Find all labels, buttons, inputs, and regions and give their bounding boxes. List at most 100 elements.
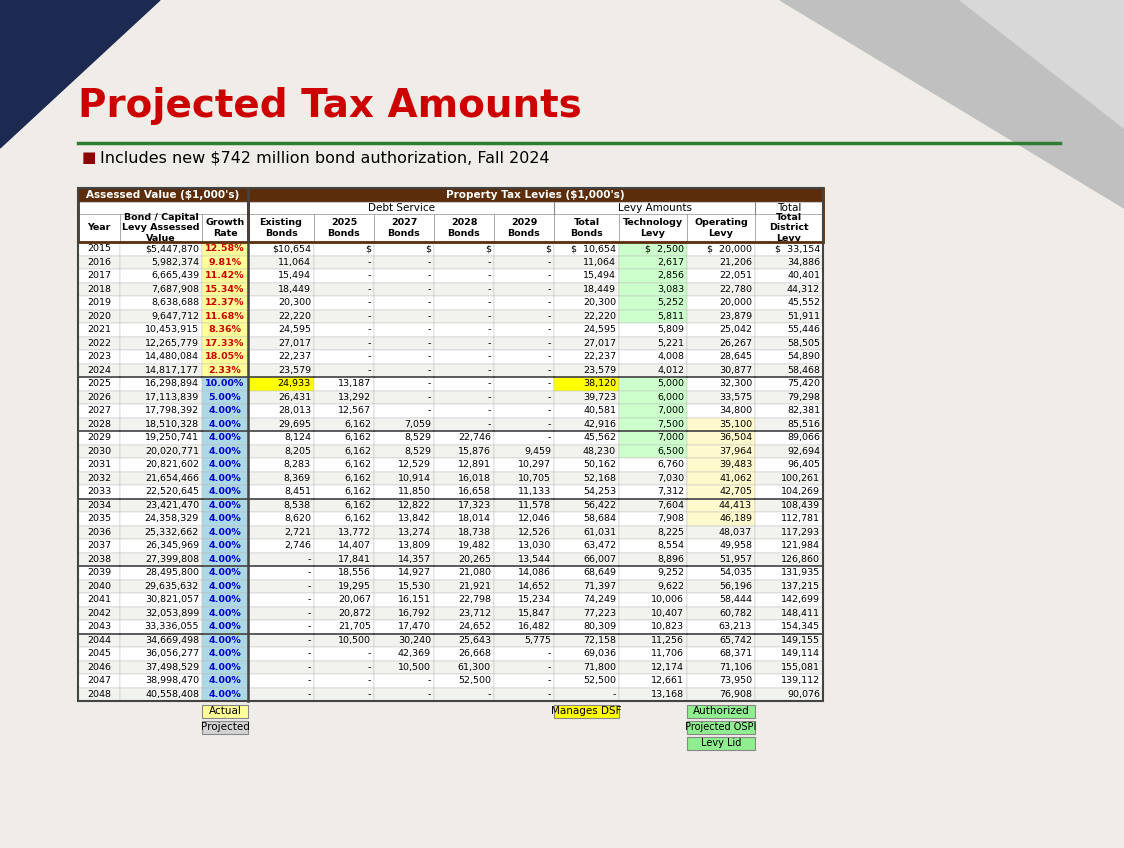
Text: Authorized: Authorized <box>692 706 750 717</box>
FancyBboxPatch shape <box>554 579 619 593</box>
FancyBboxPatch shape <box>495 499 554 512</box>
Text: -: - <box>427 338 430 348</box>
Text: 6,000: 6,000 <box>658 393 685 402</box>
FancyBboxPatch shape <box>495 606 554 620</box>
FancyBboxPatch shape <box>495 593 554 606</box>
Text: 25,643: 25,643 <box>457 636 491 644</box>
FancyBboxPatch shape <box>248 606 314 620</box>
FancyBboxPatch shape <box>314 593 374 606</box>
Text: -: - <box>368 689 371 699</box>
FancyBboxPatch shape <box>495 255 554 269</box>
FancyBboxPatch shape <box>434 620 495 633</box>
FancyBboxPatch shape <box>495 485 554 499</box>
FancyBboxPatch shape <box>434 310 495 323</box>
FancyBboxPatch shape <box>374 431 434 444</box>
FancyBboxPatch shape <box>120 296 202 310</box>
Text: 22,798: 22,798 <box>457 595 491 605</box>
Text: 34,669,498: 34,669,498 <box>145 636 199 644</box>
FancyBboxPatch shape <box>314 404 374 417</box>
FancyBboxPatch shape <box>554 310 619 323</box>
FancyBboxPatch shape <box>248 242 314 255</box>
FancyBboxPatch shape <box>120 255 202 269</box>
Text: 14,407: 14,407 <box>338 541 371 550</box>
FancyBboxPatch shape <box>202 526 248 539</box>
Text: 12,529: 12,529 <box>398 460 430 469</box>
FancyBboxPatch shape <box>755 606 823 620</box>
Text: 40,558,408: 40,558,408 <box>145 689 199 699</box>
Text: 79,298: 79,298 <box>787 393 821 402</box>
FancyBboxPatch shape <box>434 553 495 566</box>
Text: 10,500: 10,500 <box>398 663 430 672</box>
FancyBboxPatch shape <box>314 526 374 539</box>
FancyBboxPatch shape <box>554 337 619 350</box>
FancyBboxPatch shape <box>248 579 314 593</box>
FancyBboxPatch shape <box>374 674 434 688</box>
FancyBboxPatch shape <box>554 458 619 471</box>
Text: 45,562: 45,562 <box>583 433 616 443</box>
Text: 21,654,466: 21,654,466 <box>145 474 199 483</box>
FancyBboxPatch shape <box>554 485 619 499</box>
FancyBboxPatch shape <box>554 323 619 337</box>
FancyBboxPatch shape <box>755 390 823 404</box>
FancyBboxPatch shape <box>314 364 374 377</box>
FancyBboxPatch shape <box>554 539 619 553</box>
FancyBboxPatch shape <box>755 593 823 606</box>
FancyBboxPatch shape <box>434 296 495 310</box>
FancyBboxPatch shape <box>495 458 554 471</box>
Text: 10,705: 10,705 <box>518 474 551 483</box>
Text: -: - <box>488 689 491 699</box>
FancyBboxPatch shape <box>202 214 248 242</box>
FancyBboxPatch shape <box>755 566 823 579</box>
FancyBboxPatch shape <box>619 255 687 269</box>
FancyBboxPatch shape <box>495 633 554 647</box>
Text: -: - <box>547 271 551 280</box>
FancyBboxPatch shape <box>248 255 314 269</box>
FancyBboxPatch shape <box>314 633 374 647</box>
Polygon shape <box>960 0 1124 128</box>
FancyBboxPatch shape <box>495 214 554 242</box>
FancyBboxPatch shape <box>495 647 554 661</box>
FancyBboxPatch shape <box>248 566 314 579</box>
Text: 22,237: 22,237 <box>278 352 311 361</box>
FancyBboxPatch shape <box>248 458 314 471</box>
FancyBboxPatch shape <box>434 661 495 674</box>
Text: 41,062: 41,062 <box>719 474 752 483</box>
FancyBboxPatch shape <box>495 444 554 458</box>
Text: Bond / Capital
Levy Assessed
Value: Bond / Capital Levy Assessed Value <box>123 213 200 243</box>
Text: 2038: 2038 <box>87 555 111 564</box>
Text: 55,446: 55,446 <box>787 326 821 334</box>
Text: -: - <box>427 298 430 307</box>
FancyBboxPatch shape <box>374 579 434 593</box>
Text: 18,449: 18,449 <box>583 285 616 293</box>
FancyBboxPatch shape <box>314 458 374 471</box>
Text: -: - <box>488 379 491 388</box>
FancyBboxPatch shape <box>120 526 202 539</box>
Text: 89,066: 89,066 <box>787 433 821 443</box>
FancyBboxPatch shape <box>687 444 755 458</box>
FancyBboxPatch shape <box>314 444 374 458</box>
FancyBboxPatch shape <box>78 417 120 431</box>
Text: 4.00%: 4.00% <box>209 582 242 591</box>
FancyBboxPatch shape <box>619 390 687 404</box>
FancyBboxPatch shape <box>248 188 823 202</box>
FancyBboxPatch shape <box>202 269 248 282</box>
Text: 2031: 2031 <box>87 460 111 469</box>
FancyBboxPatch shape <box>120 553 202 566</box>
FancyBboxPatch shape <box>687 255 755 269</box>
FancyBboxPatch shape <box>434 458 495 471</box>
FancyBboxPatch shape <box>619 350 687 364</box>
Text: -: - <box>488 285 491 293</box>
Text: 2023: 2023 <box>87 352 111 361</box>
Text: Includes new $742 million bond authorization, Fall 2024: Includes new $742 million bond authoriza… <box>100 150 550 165</box>
FancyBboxPatch shape <box>687 606 755 620</box>
FancyBboxPatch shape <box>374 364 434 377</box>
FancyBboxPatch shape <box>554 296 619 310</box>
FancyBboxPatch shape <box>495 350 554 364</box>
Text: 117,293: 117,293 <box>781 527 821 537</box>
FancyBboxPatch shape <box>687 310 755 323</box>
Text: 6,162: 6,162 <box>344 501 371 510</box>
FancyBboxPatch shape <box>202 255 248 269</box>
Text: 11,578: 11,578 <box>518 501 551 510</box>
Text: 15,494: 15,494 <box>583 271 616 280</box>
Text: 2017: 2017 <box>87 271 111 280</box>
